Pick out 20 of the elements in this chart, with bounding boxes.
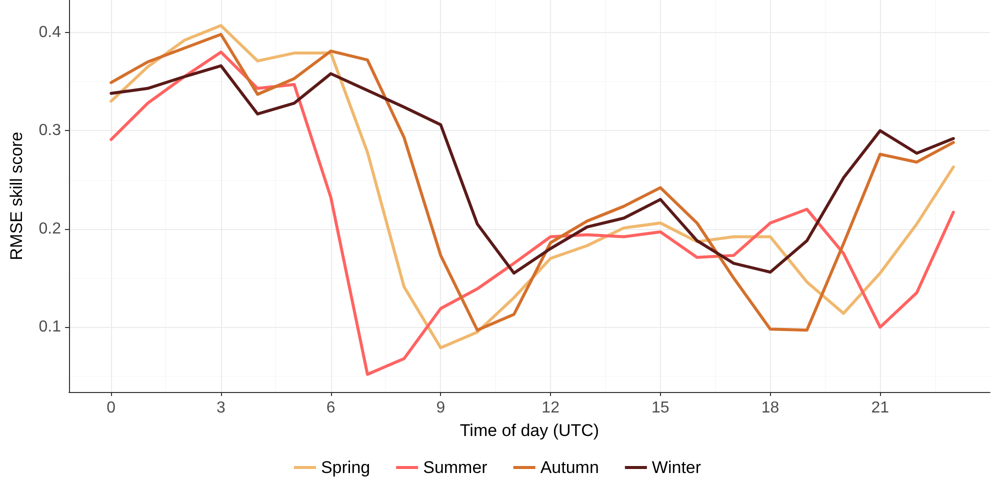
- x-tick-label: 15: [652, 400, 670, 416]
- x-tick-label: 9: [436, 400, 446, 416]
- legend-label: Autumn: [540, 458, 599, 477]
- legend-label: Winter: [652, 458, 702, 477]
- x-tick-label: 0: [106, 400, 116, 416]
- y-tick-label: 0.3: [38, 122, 62, 140]
- y-tick-label: 0.4: [38, 24, 62, 41]
- x-tick-label: 21: [871, 400, 890, 416]
- x-tick-label: 12: [542, 400, 560, 416]
- line-series: [110, 50, 955, 376]
- y-tick-label: 0.1: [38, 318, 62, 336]
- x-axis-title: Time of day (UTC): [460, 421, 600, 440]
- legend-label: Summer: [423, 458, 488, 477]
- x-tick-label: 3: [216, 400, 226, 416]
- y-axis-title: RMSE skill score: [7, 132, 26, 260]
- y-tick-label: 0.2: [38, 220, 62, 238]
- legend-label: Spring: [320, 458, 370, 477]
- x-tick-label: 18: [761, 400, 780, 416]
- line-series: [110, 64, 955, 275]
- x-tick-label: 6: [326, 400, 336, 416]
